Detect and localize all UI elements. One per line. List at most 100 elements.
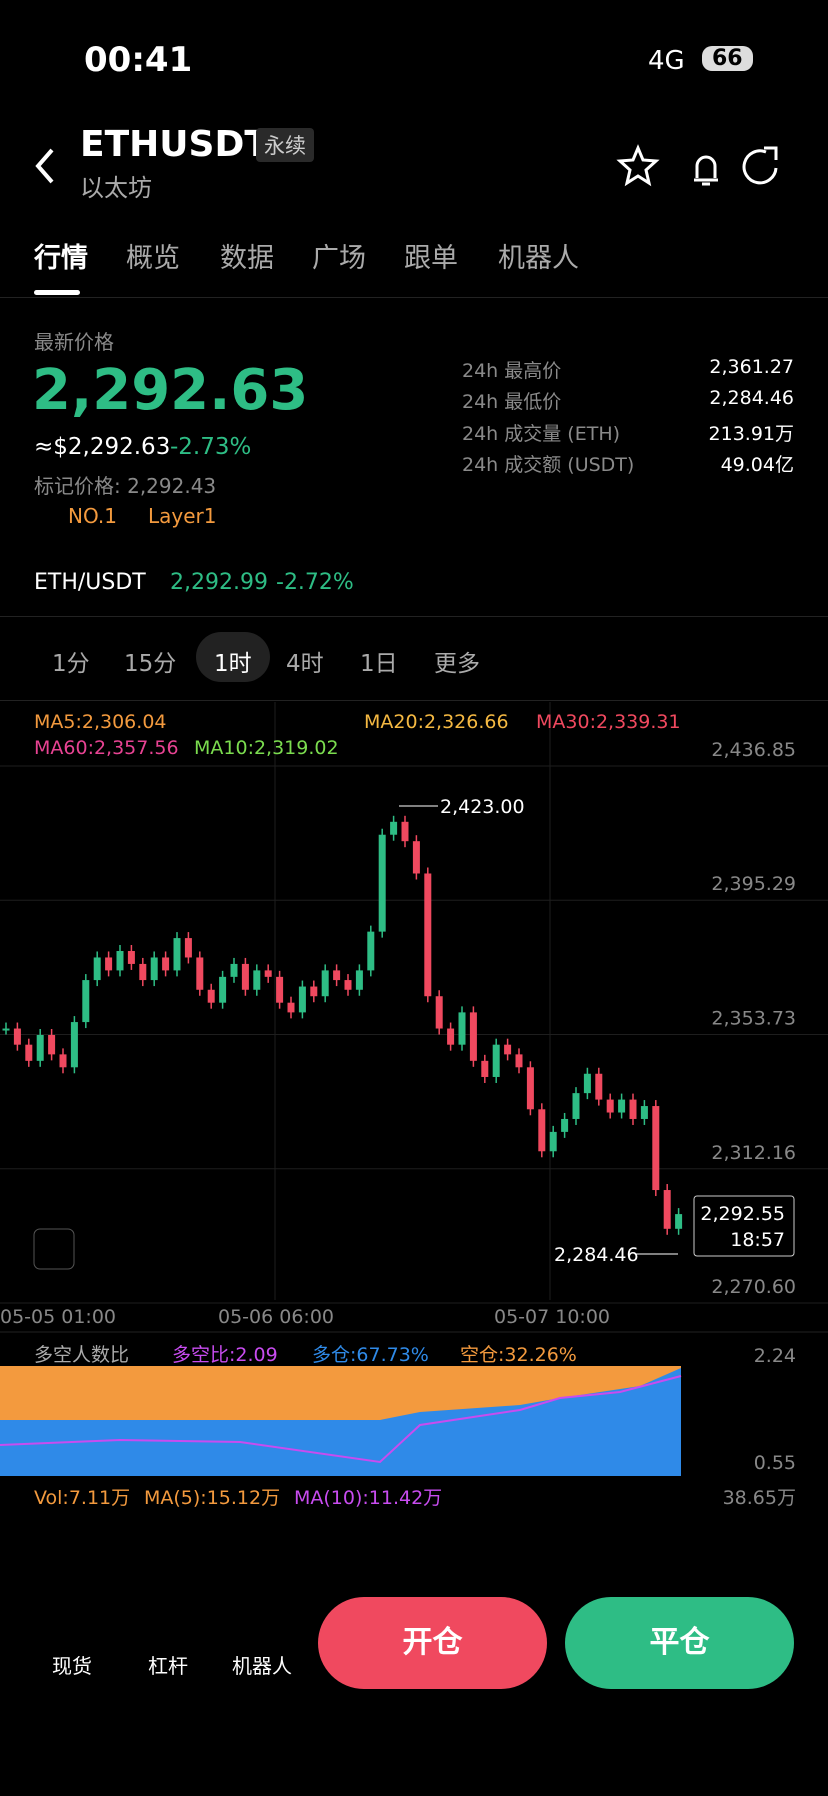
last-price: 2,292.63: [32, 358, 309, 423]
volume-label: Vol:7.11万: [34, 1487, 130, 1509]
ratio-line: [0, 1375, 682, 1464]
candle: [2, 1028, 10, 1031]
candle: [241, 963, 249, 990]
candle: [344, 980, 352, 990]
last-price-label: 2,292.55: [700, 1203, 785, 1225]
candle: [184, 938, 192, 958]
candle: [367, 931, 375, 971]
ratio-axis: 0.55: [754, 1452, 796, 1474]
stat-value: 49.04亿: [720, 454, 794, 476]
interval[interactable]: 1分: [52, 651, 90, 677]
ratio-axis: 2.24: [754, 1345, 796, 1367]
low-label: 2,284.46: [554, 1244, 639, 1266]
rank: NO.1: [68, 504, 117, 528]
candle: [618, 1099, 626, 1113]
usd-price: ≈$2,292.63: [34, 434, 171, 460]
spot-price: 2,292.99: [170, 570, 268, 595]
tab[interactable]: 概览: [126, 243, 180, 274]
candle: [435, 996, 443, 1029]
candle: [36, 1034, 44, 1061]
interval[interactable]: 4时: [286, 651, 324, 677]
high-label: 2,423.00: [440, 796, 525, 818]
candle: [264, 970, 272, 977]
candle: [150, 957, 158, 981]
y-tick-label: 2,353.73: [711, 1007, 796, 1029]
candle: [675, 1214, 683, 1229]
candle: [355, 970, 363, 990]
tab[interactable]: 数据: [220, 243, 274, 274]
ma-label: MA20:2,326.66: [364, 711, 509, 733]
candle: [469, 1012, 477, 1061]
x-tick-label: 05-06 06:00: [218, 1306, 334, 1328]
volume-label: MA(10):11.42万: [294, 1487, 442, 1509]
spot-change: -2.72%: [276, 570, 354, 595]
candle: [652, 1106, 660, 1191]
candle: [93, 957, 101, 981]
candle: [116, 951, 124, 971]
interval-active: [196, 632, 270, 682]
clock: 00:41: [84, 40, 193, 80]
close-button[interactable]: 平仓: [565, 1597, 794, 1689]
candle: [276, 976, 284, 1003]
tab[interactable]: 跟单: [404, 243, 458, 274]
stat-label: 24h 最高价: [462, 360, 562, 382]
tab-indicator: [34, 290, 80, 295]
interval[interactable]: 1日: [360, 651, 398, 677]
candle: [105, 957, 113, 971]
tab[interactable]: 广场: [312, 243, 366, 274]
candle: [526, 1067, 534, 1110]
x-tick-label: 05-05 01:00: [0, 1306, 116, 1328]
candle: [310, 986, 318, 997]
interval[interactable]: 更多: [434, 651, 480, 677]
candle: [230, 963, 238, 977]
stat-value: 2,361.27: [709, 356, 794, 378]
candle: [629, 1099, 637, 1119]
ratio-label: 空仓:32.26%: [460, 1344, 577, 1366]
candle: [504, 1044, 512, 1055]
candle: [287, 1002, 295, 1013]
candle: [424, 873, 432, 997]
stat-label: 24h 成交量 (ETH): [462, 423, 621, 445]
nav-label[interactable]: 现货: [52, 1654, 92, 1678]
candle: [333, 970, 341, 981]
candle: [321, 970, 329, 997]
candle: [173, 938, 181, 971]
candle: [561, 1118, 569, 1132]
tab[interactable]: 行情: [34, 243, 88, 274]
symbol[interactable]: ETHUSDT: [80, 124, 269, 165]
candle: [162, 957, 170, 971]
candle: [538, 1109, 546, 1152]
candle: [481, 1060, 489, 1077]
stat-value: 2,284.46: [709, 387, 794, 409]
candle: [25, 1044, 33, 1061]
candle: [412, 841, 420, 874]
candle: [70, 1022, 78, 1068]
ma-label: MA30:2,339.31: [536, 711, 681, 733]
ratio-label: 多仓:67.73%: [312, 1344, 429, 1366]
tab[interactable]: 机器人: [498, 243, 579, 274]
header-icons[interactable]: [614, 144, 784, 188]
divider: [0, 616, 828, 617]
candle: [515, 1054, 523, 1068]
interval[interactable]: 15分: [124, 651, 177, 677]
candle: [82, 980, 90, 1023]
candle: [606, 1099, 614, 1113]
candle: [447, 1028, 455, 1045]
candle: [595, 1073, 603, 1100]
spot-pair[interactable]: ETH/USDT: [34, 570, 146, 595]
network: 4G: [648, 46, 685, 76]
tag[interactable]: Layer1: [148, 504, 217, 528]
candle: [492, 1044, 500, 1077]
nav-label[interactable]: 机器人: [232, 1654, 292, 1678]
candle: [378, 834, 386, 932]
candle: [59, 1054, 67, 1068]
mark-price: 标记价格: 2,292.43: [34, 474, 217, 498]
interval[interactable]: 1时: [214, 651, 252, 677]
stat-value: 213.91万: [708, 423, 794, 445]
candle: [390, 821, 398, 835]
back-button[interactable]: [32, 146, 60, 186]
stat-label: 24h 成交额 (USDT): [462, 454, 635, 476]
open-button[interactable]: 开仓: [318, 1597, 547, 1689]
ma-label: MA10:2,319.02: [194, 737, 339, 759]
nav-label[interactable]: 杠杆: [148, 1654, 188, 1678]
